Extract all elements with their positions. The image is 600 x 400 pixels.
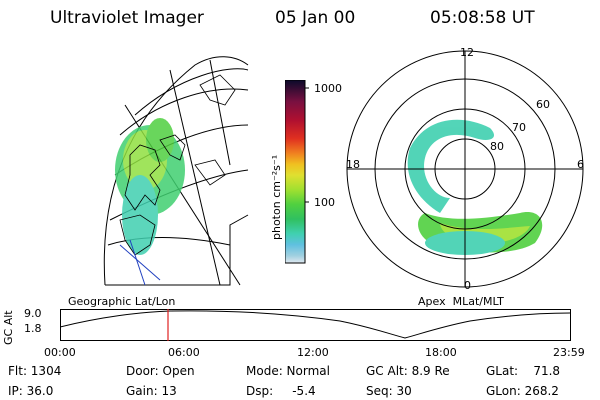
mlt-label-6: 6	[577, 158, 584, 171]
lat-label-80: 80	[490, 140, 504, 153]
geographic-longitude: GLon: 268.2	[486, 384, 559, 398]
date-display: 05 Jan 00	[275, 8, 356, 28]
mlt-label-18: 18	[346, 158, 360, 171]
time-tick-1800: 18:00	[425, 346, 457, 359]
altitude-chart	[60, 309, 571, 341]
geographic-latitude: GLat: 71.8	[486, 364, 561, 378]
app-title: Ultraviolet Imager	[50, 8, 204, 28]
flight-number: Flt: 1304	[8, 364, 62, 378]
mode-value: Mode: Normal	[246, 364, 330, 378]
altitude-y-label: GC Alt	[2, 310, 15, 345]
geographic-caption: Geographic Lat/Lon	[68, 295, 176, 308]
door-status: Door: Open	[126, 364, 195, 378]
time-tick-2359: 23:59	[553, 346, 585, 359]
gain-value: Gain: 13	[126, 384, 177, 398]
colorbar-tick-100: 100	[314, 196, 335, 209]
geographic-map	[103, 56, 249, 286]
dsp-value: Dsp: -5.4	[246, 384, 316, 398]
ip-value: IP: 36.0	[8, 384, 54, 398]
time-tick-0600: 06:00	[168, 346, 200, 359]
colorbar	[285, 80, 309, 264]
altitude-tick-9: 9.0	[24, 307, 42, 320]
colorbar-tick-1000: 1000	[314, 82, 342, 95]
colorbar-unit-label: photon cm⁻²s⁻¹	[270, 154, 283, 240]
sequence-value: Seq: 30	[366, 384, 412, 398]
time-tick-1200: 12:00	[297, 346, 329, 359]
altitude-tick-1-8: 1.8	[24, 322, 42, 335]
gc-altitude: GC Alt: 8.9 Re	[366, 364, 450, 378]
time-display: 05:08:58 UT	[430, 8, 535, 28]
lat-label-60: 60	[536, 98, 550, 111]
lat-label-70: 70	[512, 121, 526, 134]
time-tick-0000: 00:00	[44, 346, 76, 359]
mlt-label-12: 12	[460, 46, 474, 59]
mlt-label-0: 0	[464, 279, 471, 292]
apex-caption: Apex MLat/MLT	[418, 295, 504, 308]
polar-plot	[346, 50, 584, 288]
